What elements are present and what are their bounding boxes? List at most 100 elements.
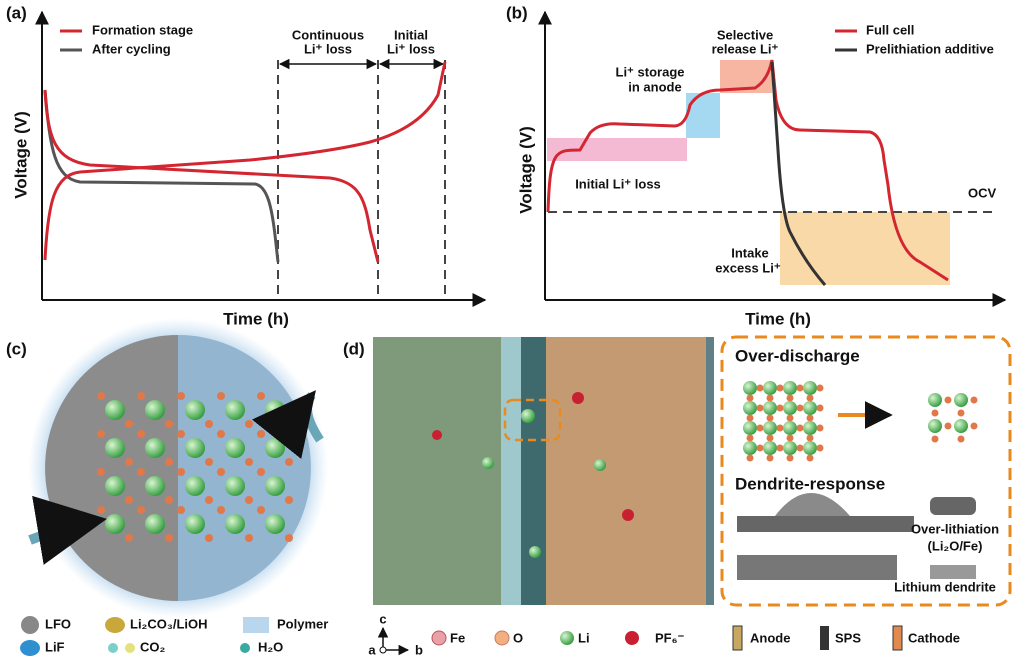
- legend-entry: LiF: [45, 639, 65, 654]
- li-atom: [265, 514, 285, 534]
- annotation: Continuous: [292, 27, 364, 42]
- oxygen-atom: [205, 420, 213, 428]
- oxygen-atom: [257, 430, 265, 438]
- li-atom: [928, 393, 942, 407]
- li-atom: [763, 421, 777, 435]
- region: [686, 93, 720, 138]
- li-atom: [743, 381, 757, 395]
- panel-c: (c) LFO Li₂CO₃/LiOH Polymer LiF CO₂ H₂O: [6, 318, 328, 656]
- legend-entry: Li: [578, 630, 590, 645]
- li-atom: [225, 400, 245, 420]
- li-atom: [185, 514, 205, 534]
- oxygen-atom: [245, 420, 253, 428]
- oxygen-atom: [806, 394, 814, 402]
- li-atom: [145, 476, 165, 496]
- legend-entry: Full cell: [866, 22, 914, 37]
- annotation: Over-lithiation: [911, 521, 999, 536]
- oxygen-atom: [177, 430, 185, 438]
- panel-label: (d): [343, 339, 365, 358]
- annotation: Li⁺ storage: [616, 64, 685, 79]
- li-atom: [743, 401, 757, 415]
- li-atom: [783, 401, 797, 415]
- oxygen-atom: [816, 444, 824, 452]
- annotation: Li⁺ loss: [304, 41, 352, 56]
- annotation: excess Li⁺: [715, 260, 781, 275]
- sps-layer: [501, 337, 521, 605]
- li-atom: [145, 400, 165, 420]
- oxygen-atom: [137, 392, 145, 400]
- legend-entry: After cycling: [92, 41, 171, 56]
- li-atom: [954, 419, 968, 433]
- li-atom: [265, 476, 285, 496]
- annotation: Intake: [731, 245, 769, 260]
- oxygen-atom: [217, 430, 225, 438]
- formation-charge-curve: [43, 61, 447, 261]
- annotation: Initial: [394, 27, 428, 42]
- li-atom: [185, 438, 205, 458]
- oxygen-atom: [931, 409, 939, 417]
- oxygen-atom: [205, 458, 213, 466]
- oxygen-atom: [205, 534, 213, 542]
- oxygen-atom: [756, 404, 764, 412]
- li-atom: [145, 438, 165, 458]
- oxygen-atom: [786, 454, 794, 462]
- oxygen-atom: [125, 420, 133, 428]
- li-ion: [482, 457, 494, 469]
- oxygen-atom: [125, 534, 133, 542]
- oxygen-atom: [285, 458, 293, 466]
- oxygen-atom: [97, 506, 105, 514]
- oxygen-atom: [217, 392, 225, 400]
- region: [780, 212, 950, 285]
- oxygen-atom: [756, 424, 764, 432]
- anode-layer: [373, 337, 501, 605]
- li-atom: [225, 438, 245, 458]
- oxygen-atom: [970, 396, 978, 404]
- oxygen-atom: [125, 458, 133, 466]
- dendrite-cap: [775, 493, 850, 516]
- legend-entry: Anode: [750, 630, 790, 645]
- dendrite-icon: [930, 565, 976, 579]
- li-atom: [763, 401, 777, 415]
- li-atom: [783, 381, 797, 395]
- oxygen-atom: [217, 468, 225, 476]
- oxygen-atom: [205, 496, 213, 504]
- oxygen-atom: [806, 434, 814, 442]
- oxygen-atom: [806, 414, 814, 422]
- arrow: [252, 390, 324, 459]
- oxygen-atom: [776, 404, 784, 412]
- legend-entry: Polymer: [277, 616, 328, 631]
- oxygen-atom: [957, 435, 965, 443]
- oxygen-atom: [796, 424, 804, 432]
- legend-entry: Formation stage: [92, 22, 193, 37]
- legend-icon: [240, 643, 250, 653]
- legend-icon: [431, 630, 447, 646]
- annotation: OCV: [968, 185, 997, 200]
- legend-entry: SPS: [835, 630, 861, 645]
- after-cycling-curve: [43, 89, 280, 263]
- oxygen-atom: [786, 394, 794, 402]
- legend-icon: [732, 625, 743, 651]
- legend-icon: [892, 625, 903, 651]
- lattice: [743, 381, 978, 462]
- panel-b: (b) Voltage (V) Time (h) Full cell Preli…: [506, 3, 1007, 328]
- li-atom: [145, 514, 165, 534]
- legend-icon: [125, 643, 135, 653]
- li-atom: [225, 514, 245, 534]
- oxygen-atom: [970, 422, 978, 430]
- sps-layer: [521, 337, 546, 605]
- y-axis-label: Voltage (V): [516, 126, 535, 214]
- oxygen-atom: [97, 392, 105, 400]
- oxygen-atom: [245, 496, 253, 504]
- heading: Dendrite-response: [735, 474, 885, 493]
- li-atom: [105, 438, 125, 458]
- oxygen-atom: [746, 454, 754, 462]
- oxygen-atom: [285, 534, 293, 542]
- axis-label: a: [368, 642, 376, 657]
- li-atom: [105, 476, 125, 496]
- panel-label: (a): [6, 3, 27, 22]
- legend-entry: Li₂CO₃/LiOH: [130, 616, 208, 631]
- legend-entry: Prelithiation additive: [866, 41, 994, 56]
- legend-entry: LFO: [45, 616, 71, 631]
- li-atom: [105, 514, 125, 534]
